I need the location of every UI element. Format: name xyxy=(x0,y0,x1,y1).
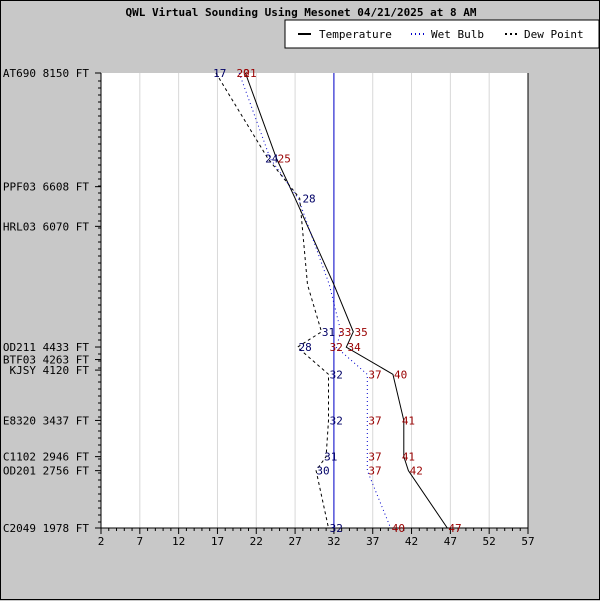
temperature-value-label: 41 xyxy=(402,414,415,427)
dew-point-value-label: 31 xyxy=(322,326,335,339)
x-tick-label: 17 xyxy=(211,535,224,548)
legend-label-temperature: Temperature xyxy=(319,28,392,41)
x-tick-label: 42 xyxy=(405,535,418,548)
x-tick-label: 22 xyxy=(250,535,263,548)
dew-point-value-label: 28 xyxy=(302,192,315,205)
temperature-value-label: 35 xyxy=(354,326,367,339)
x-tick-label: 12 xyxy=(172,535,185,548)
plot-area xyxy=(101,73,528,528)
y-station-label: PPF03 6608 FT xyxy=(3,181,89,194)
y-station-label: KJSY 4120 FT xyxy=(10,364,90,377)
temperature-value-label: 41 xyxy=(402,451,415,464)
temperature-value-label: 42 xyxy=(410,465,423,478)
wet-bulb-value-label: 37 xyxy=(368,465,381,478)
temperature-value-label: 25 xyxy=(278,153,291,166)
dew-point-value-label: 32 xyxy=(330,368,343,381)
x-tick-label: 37 xyxy=(366,535,379,548)
temperature-value-label: 34 xyxy=(347,341,361,354)
dew-point-value-label: 28 xyxy=(299,341,312,354)
dew-point-value-label: 32 xyxy=(330,522,343,535)
temperature-value-label: 47 xyxy=(448,522,461,535)
legend-label-dew-point: Dew Point xyxy=(524,28,584,41)
y-station-label: HRL03 6070 FT xyxy=(3,220,89,233)
legend-label-wet-bulb: Wet Bulb xyxy=(431,28,484,41)
wet-bulb-value-label: 20 xyxy=(236,67,249,80)
y-station-label: AT690 8150 FT xyxy=(3,67,89,80)
wet-bulb-value-label: 37 xyxy=(368,414,381,427)
x-tick-label: 27 xyxy=(288,535,301,548)
y-station-label: OD201 2756 FT xyxy=(3,465,89,478)
wet-bulb-value-label: 37 xyxy=(368,368,381,381)
wet-bulb-value-label: 40 xyxy=(392,522,405,535)
data-labels: 2125353440414142472033323737373740172428… xyxy=(213,67,461,535)
chart-title: QWL Virtual Sounding Using Mesonet 04/21… xyxy=(126,6,477,19)
series-lines xyxy=(215,72,448,529)
dew-point-value-label: 30 xyxy=(316,465,329,478)
x-tick-label: 47 xyxy=(444,535,457,548)
x-tick-label: 7 xyxy=(137,535,144,548)
x-tick-label: 2 xyxy=(98,535,105,548)
dew-point-value-label: 24 xyxy=(265,153,279,166)
y-station-label: C2049 1978 FT xyxy=(3,522,89,535)
dew-point-value-label: 31 xyxy=(324,451,337,464)
temperature-value-label: 40 xyxy=(394,368,407,381)
y-station-label: OD211 4433 FT xyxy=(3,341,89,354)
x-tick-label: 32 xyxy=(327,535,340,548)
x-tick-label: 57 xyxy=(521,535,534,548)
wet-bulb-value-label: 37 xyxy=(368,451,381,464)
y-station-label: E8320 3437 FT xyxy=(3,414,89,427)
y-station-label: BTF03 4263 FT xyxy=(3,354,89,367)
wet-bulb-line xyxy=(238,72,392,529)
wet-bulb-value-label: 33 xyxy=(338,326,351,339)
dew-point-value-label: 32 xyxy=(330,414,343,427)
dew-point-line xyxy=(215,72,329,529)
x-tick-label: 52 xyxy=(483,535,496,548)
y-station-label: C1102 2946 FT xyxy=(3,451,89,464)
legend-box xyxy=(284,19,600,49)
temperature-value-label: 21 xyxy=(243,67,256,80)
dew-point-value-label: 17 xyxy=(213,67,226,80)
wet-bulb-value-label: 32 xyxy=(330,341,343,354)
legend: Temperature Wet Bulb Dew Point xyxy=(284,19,600,49)
